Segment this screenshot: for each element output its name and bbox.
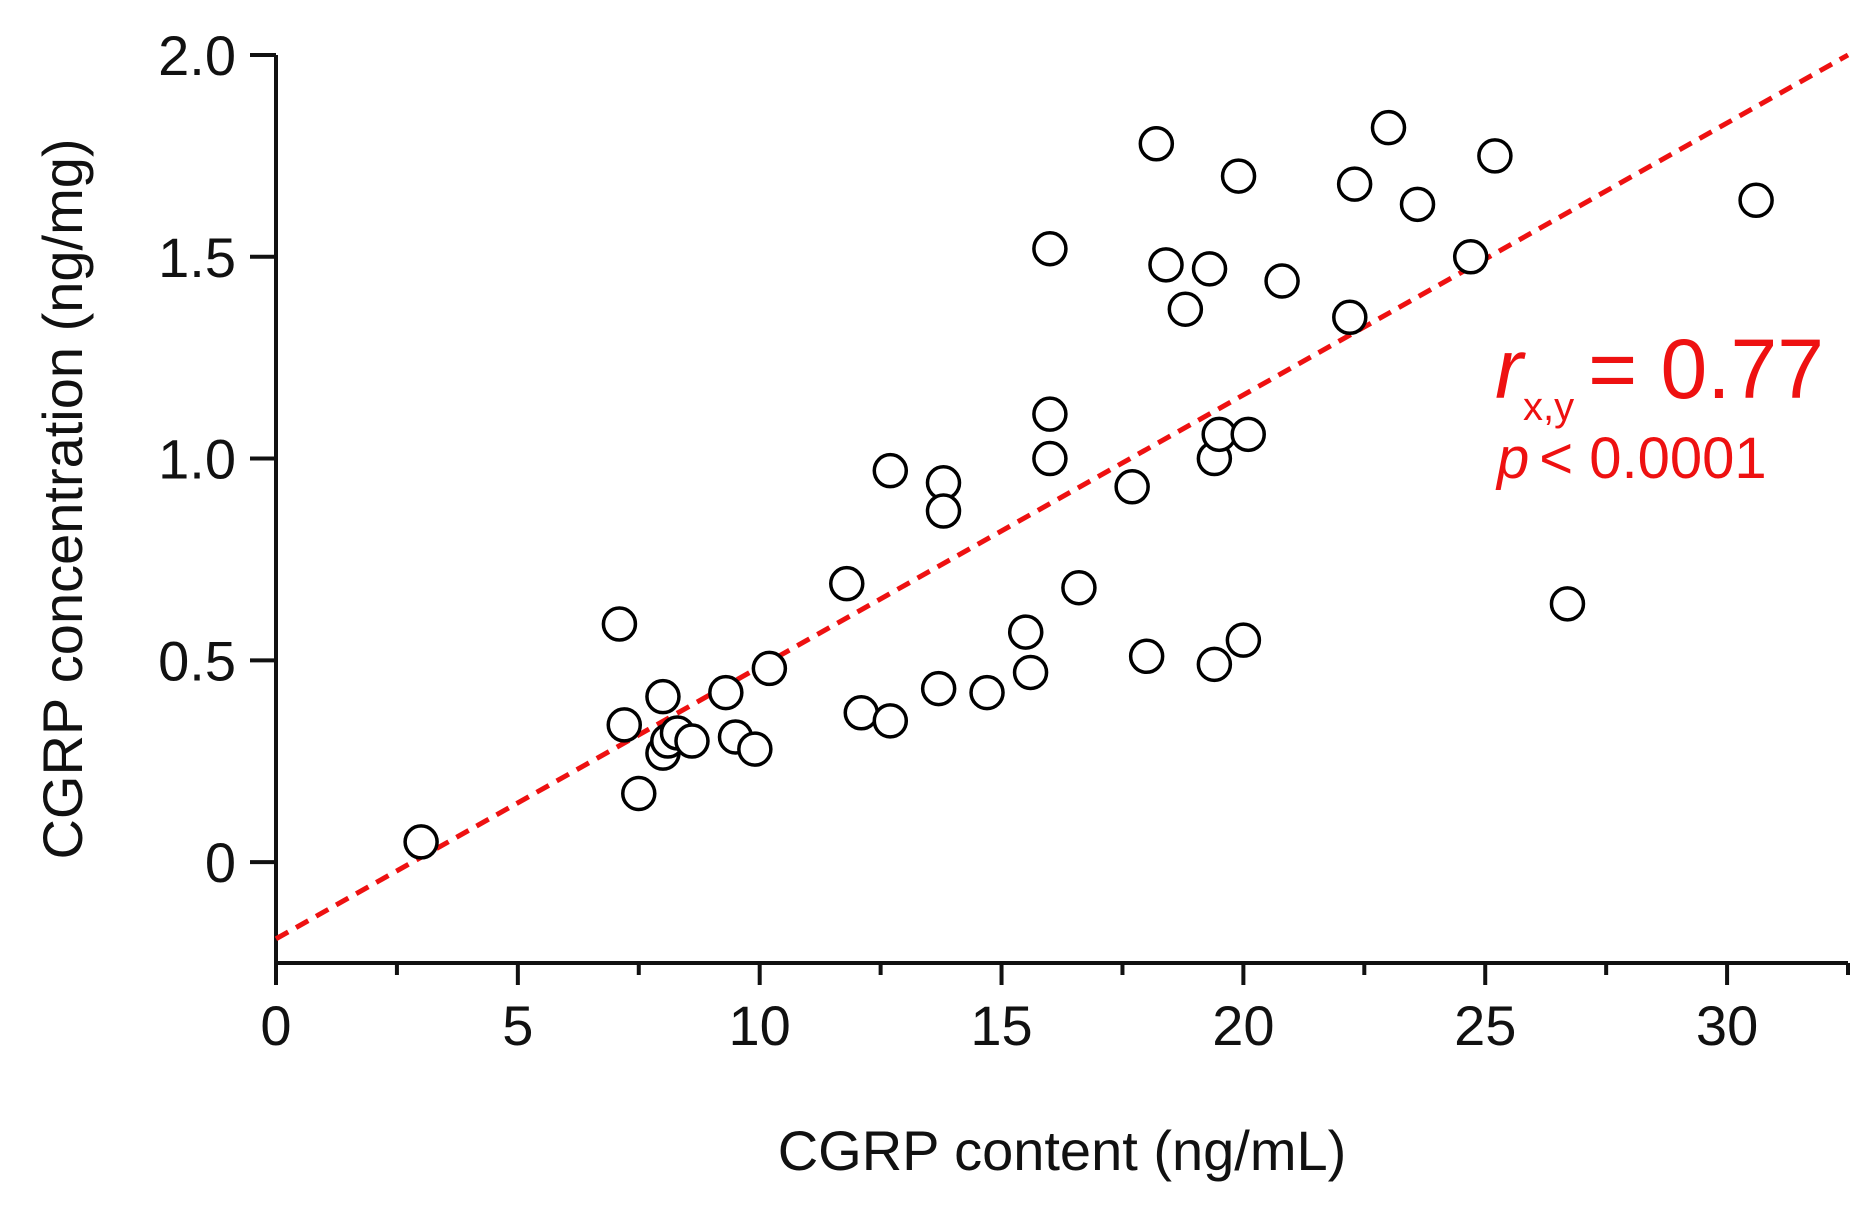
data-point: [1370, 109, 1407, 146]
data-point: [969, 674, 1005, 711]
data-point: [1032, 440, 1068, 477]
data-point: [1196, 646, 1233, 683]
y-axis-title: CGRP concentration (ng/mg): [31, 138, 94, 859]
x-tick-label: 15: [970, 994, 1032, 1057]
data-point: [1061, 569, 1097, 606]
x-axis-title: CGRP content (ng/mL): [778, 1119, 1347, 1182]
y-ticks: 0 0.5 1.0 1.5 2.0: [158, 24, 276, 894]
data-point: [1128, 638, 1165, 675]
data-point: [1332, 299, 1368, 336]
data-point: [601, 606, 638, 642]
r-subscript: x,y: [1523, 385, 1574, 429]
data-point: [872, 452, 909, 489]
data-point: [1225, 622, 1262, 658]
data-point: [1032, 230, 1068, 267]
p-symbol: p: [1495, 426, 1529, 491]
p-value-annotation: p < 0.0001: [1495, 426, 1767, 491]
data-point: [925, 493, 962, 529]
x-tick-label: 10: [729, 994, 791, 1057]
r-symbol: r: [1495, 322, 1526, 416]
data-point: [606, 707, 643, 743]
data-point: [1477, 138, 1513, 174]
data-point: [829, 565, 865, 602]
data-point: [403, 824, 439, 860]
r-value: = 0.77: [1588, 322, 1824, 416]
data-point: [1012, 654, 1049, 691]
y-tick-label: 0: [205, 831, 236, 894]
data-point: [920, 670, 957, 707]
data-point: [645, 678, 681, 715]
data-point: [843, 695, 880, 731]
axes: 0 5 10 15 20 25 30 0 0.5 1.0 1.5 2.0: [158, 24, 1850, 1057]
data-point: [1230, 416, 1266, 453]
fit-line-group: [274, 52, 1850, 941]
x-tick-label: 0: [260, 994, 291, 1057]
data-point: [1738, 182, 1774, 219]
data-point: [751, 650, 788, 687]
data-point: [621, 775, 657, 812]
data-point: [1167, 291, 1204, 327]
x-ticks: 0 5 10 15 20 25 30: [260, 963, 1850, 1057]
data-point: [737, 731, 773, 767]
correlation-annotation: rx,y = 0.77: [1495, 322, 1824, 429]
data-point: [1264, 263, 1300, 299]
x-tick-label: 5: [502, 994, 533, 1057]
data-point: [1399, 186, 1436, 223]
data-point: [674, 723, 710, 759]
y-tick-label: 0.5: [158, 629, 236, 692]
data-point: [1201, 416, 1237, 453]
x-tick-label: 25: [1454, 994, 1516, 1057]
regression-line: [274, 52, 1850, 941]
data-point: [1032, 396, 1068, 432]
y-tick-label: 2.0: [158, 24, 236, 87]
data-point: [1191, 251, 1228, 287]
data-point: [1148, 247, 1184, 283]
data-point: [1138, 126, 1175, 162]
data-point: [1336, 166, 1373, 202]
data-point: [708, 674, 744, 711]
x-tick-label: 20: [1212, 994, 1274, 1057]
data-points: [403, 109, 1774, 860]
data-point: [1220, 158, 1257, 194]
data-point: [1549, 586, 1586, 622]
data-point: [872, 703, 909, 739]
p-value: < 0.0001: [1539, 426, 1766, 491]
x-tick-label: 30: [1696, 994, 1758, 1057]
data-point: [1007, 614, 1044, 650]
y-tick-label: 1.5: [158, 226, 236, 289]
data-point: [1452, 239, 1489, 275]
data-point: [1114, 469, 1150, 505]
y-tick-label: 1.0: [158, 428, 236, 491]
